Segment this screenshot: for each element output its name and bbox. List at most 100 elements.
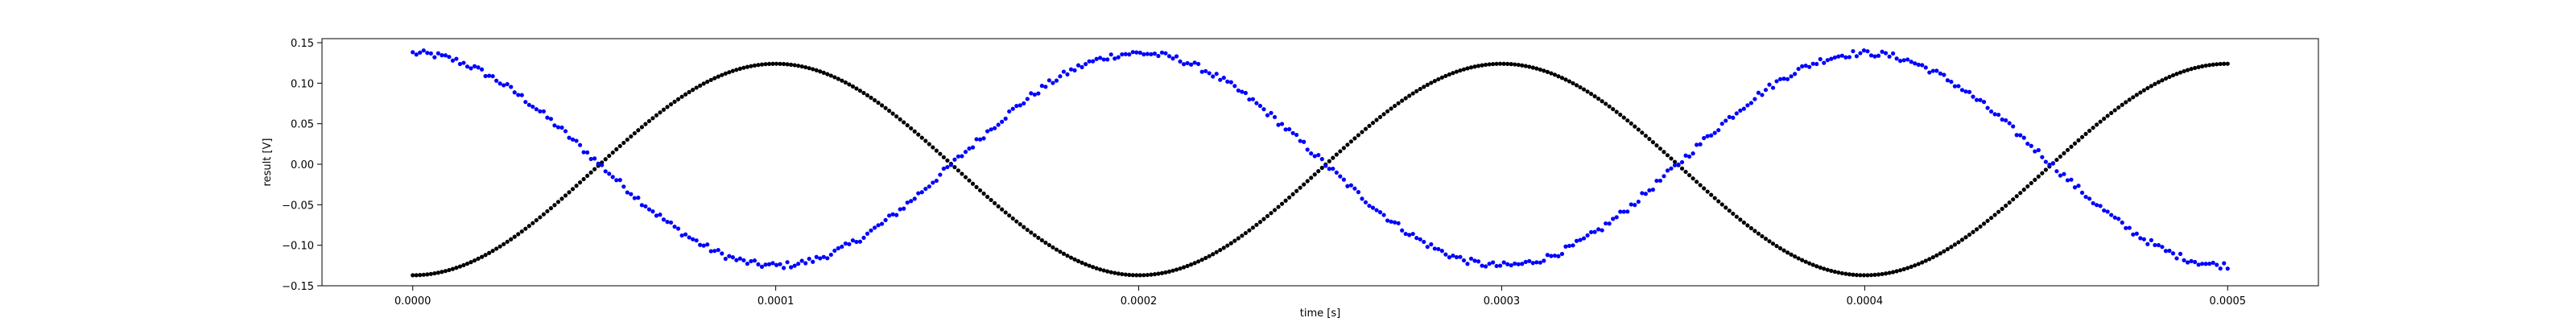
data-point bbox=[807, 256, 811, 262]
data-point bbox=[2225, 61, 2230, 66]
data-point bbox=[1952, 84, 1958, 89]
data-point bbox=[927, 142, 931, 147]
data-point bbox=[1418, 86, 1422, 92]
data-point bbox=[1243, 90, 1248, 96]
data-point bbox=[1087, 263, 1092, 268]
data-point bbox=[1527, 64, 1532, 69]
data-point bbox=[1719, 122, 1724, 126]
data-point bbox=[1189, 262, 1194, 267]
data-point bbox=[1705, 134, 1710, 138]
data-point bbox=[2131, 95, 2136, 100]
data-point bbox=[639, 125, 644, 130]
data-point bbox=[1868, 273, 1874, 278]
data-point bbox=[1872, 272, 1877, 277]
data-point bbox=[1683, 169, 1688, 175]
data-point bbox=[1793, 72, 1798, 76]
data-point bbox=[1810, 262, 1815, 267]
data-point bbox=[1374, 118, 1379, 122]
data-point bbox=[1287, 195, 1292, 200]
data-point bbox=[1323, 163, 1328, 168]
data-point bbox=[1777, 76, 1783, 81]
data-point bbox=[1930, 68, 1935, 73]
data-point bbox=[905, 200, 910, 205]
data-point bbox=[596, 161, 601, 166]
data-point bbox=[1614, 215, 1619, 220]
data-point bbox=[1232, 84, 1237, 89]
data-point bbox=[1141, 273, 1146, 278]
data-point bbox=[523, 100, 528, 105]
data-point bbox=[1127, 52, 1132, 57]
data-point bbox=[952, 165, 957, 170]
data-point bbox=[1211, 74, 1216, 79]
data-point bbox=[1170, 268, 1175, 273]
data-point bbox=[483, 73, 488, 79]
data-point bbox=[1923, 258, 1928, 263]
data-point bbox=[600, 163, 605, 167]
data-point bbox=[1690, 151, 1695, 156]
data-point bbox=[1618, 112, 1623, 118]
data-point bbox=[1407, 93, 1412, 98]
data-point bbox=[1909, 60, 1913, 64]
data-point bbox=[691, 237, 696, 242]
data-point bbox=[1196, 259, 1201, 264]
data-point bbox=[712, 249, 717, 254]
data-point bbox=[658, 213, 663, 217]
data-point bbox=[2145, 242, 2150, 246]
data-point bbox=[1363, 200, 1368, 204]
data-point bbox=[1822, 266, 1827, 271]
plot-frame bbox=[321, 38, 2319, 287]
data-point bbox=[1559, 251, 1565, 257]
data-point bbox=[1443, 73, 1448, 78]
data-point bbox=[1676, 162, 1681, 167]
data-point bbox=[1022, 101, 1026, 106]
data-point bbox=[1930, 254, 1935, 260]
data-point bbox=[1527, 258, 1532, 263]
data-point bbox=[2185, 68, 2190, 72]
data-point bbox=[2036, 174, 2041, 179]
data-point bbox=[687, 235, 691, 240]
data-point bbox=[909, 126, 914, 131]
data-point bbox=[464, 64, 470, 69]
data-point bbox=[967, 178, 972, 183]
data-point bbox=[1294, 188, 1299, 193]
data-point bbox=[1145, 272, 1150, 278]
data-point bbox=[2087, 128, 2092, 134]
data-point bbox=[2000, 206, 2004, 211]
data-point bbox=[1938, 251, 1942, 256]
data-point bbox=[1552, 72, 1558, 77]
data-point bbox=[675, 226, 681, 231]
data-point bbox=[1679, 159, 1685, 165]
data-point bbox=[1614, 109, 1619, 114]
data-point bbox=[2050, 161, 2055, 166]
data-point bbox=[2170, 72, 2176, 78]
data-point bbox=[1319, 157, 1324, 162]
data-point bbox=[1156, 53, 1161, 59]
data-point bbox=[1302, 182, 1307, 187]
data-point bbox=[643, 122, 648, 126]
data-point bbox=[1829, 56, 1834, 61]
y-tick-label: 0.05 bbox=[291, 119, 314, 131]
data-point bbox=[2120, 102, 2124, 107]
data-point bbox=[1298, 138, 1302, 143]
data-point bbox=[811, 67, 815, 72]
data-point bbox=[1741, 220, 1746, 225]
data-point bbox=[774, 262, 779, 267]
data-point bbox=[902, 206, 906, 211]
data-point bbox=[814, 254, 819, 259]
data-point bbox=[1058, 250, 1063, 254]
data-point bbox=[1051, 245, 1055, 250]
data-point bbox=[1068, 255, 1074, 260]
data-point bbox=[1563, 77, 1568, 82]
data-point bbox=[1578, 85, 1583, 90]
data-point bbox=[763, 62, 768, 67]
data-point bbox=[436, 270, 440, 275]
data-point bbox=[898, 207, 902, 212]
data-point bbox=[956, 154, 961, 159]
data-point bbox=[799, 64, 804, 69]
data-point bbox=[1298, 185, 1302, 190]
data-point bbox=[749, 258, 753, 264]
data-point bbox=[534, 107, 539, 112]
data-point bbox=[1094, 266, 1099, 270]
data-point bbox=[948, 163, 954, 167]
